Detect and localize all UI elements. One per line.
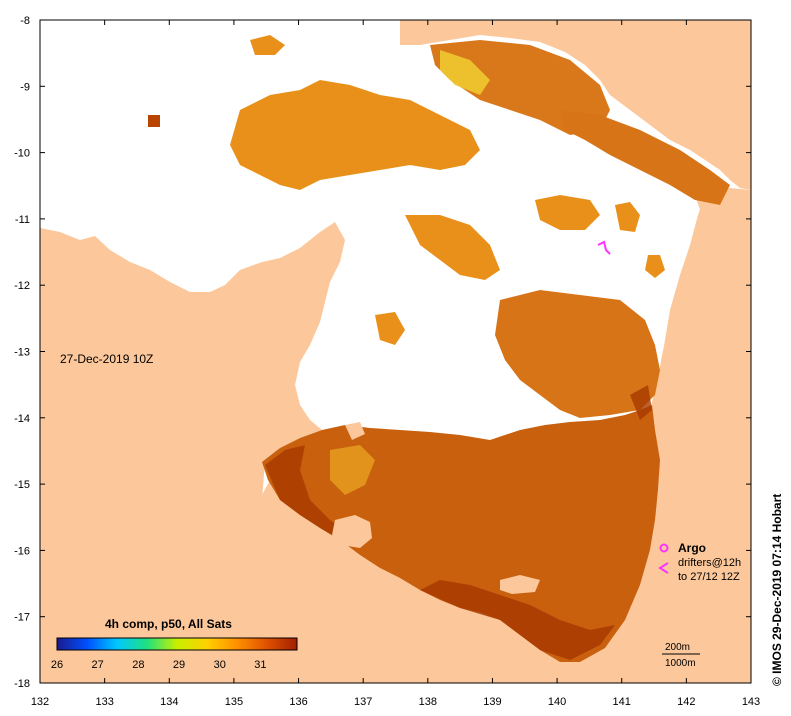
x-tick-label: 134 bbox=[160, 696, 178, 708]
sst-mid-patch-2 bbox=[535, 195, 600, 230]
sst-north-patch-1 bbox=[230, 80, 480, 190]
argo-label: Argo bbox=[678, 541, 706, 555]
x-tick-label: 139 bbox=[483, 696, 501, 708]
y-tick-label: -12 bbox=[14, 280, 30, 292]
x-tick-label: 143 bbox=[742, 696, 760, 708]
island-groote bbox=[332, 515, 372, 548]
x-tick-label: 138 bbox=[419, 696, 437, 708]
sst-gulf-hot-west bbox=[265, 445, 350, 540]
y-tick-label: -13 bbox=[14, 347, 30, 359]
sst-mid-patch-3 bbox=[615, 202, 640, 232]
y-tick-label: -10 bbox=[14, 148, 30, 160]
sst-gulf-hot-south bbox=[420, 580, 615, 660]
y-tick-label: -9 bbox=[20, 81, 30, 93]
y-tick-label: -11 bbox=[15, 214, 30, 226]
land-cape-york bbox=[580, 190, 751, 683]
colorbar-ticks: 26 27 28 29 30 31 bbox=[51, 659, 267, 671]
colorbar-tick-label: 28 bbox=[132, 659, 144, 671]
island-mornington bbox=[500, 575, 540, 594]
map-plot-area bbox=[40, 20, 751, 683]
drifters-line-1: drifters@12h bbox=[678, 557, 741, 569]
x-tick-label: 137 bbox=[354, 696, 372, 708]
sst-hot-east-edge bbox=[630, 385, 652, 420]
y-tick-label: -17 bbox=[14, 612, 30, 624]
drifter-track bbox=[597, 240, 611, 255]
sst-small-left bbox=[148, 115, 160, 127]
x-tick-label: 136 bbox=[289, 696, 307, 708]
colorbar-tick-label: 30 bbox=[214, 659, 226, 671]
scale-1000m: 1000m bbox=[665, 658, 696, 669]
land-arnhem bbox=[40, 222, 345, 500]
x-tick-label: 141 bbox=[613, 696, 631, 708]
x-tick-label: 142 bbox=[677, 696, 695, 708]
x-tick-label: 132 bbox=[31, 696, 49, 708]
argo-marker-icon bbox=[659, 543, 669, 553]
y-tick-label: -14 bbox=[14, 413, 30, 425]
colorbar-bar bbox=[56, 637, 298, 651]
sst-mid-patch-4 bbox=[645, 255, 665, 278]
land-nt-south bbox=[40, 188, 751, 683]
colorbar-tick-label: 27 bbox=[92, 659, 104, 671]
float-legend: Argo drifters@12h to 27/12 12Z bbox=[658, 541, 741, 583]
sst-north-patch-2 bbox=[250, 35, 285, 55]
y-axis: -8 -9 -10 -11 -12 -13 -14 -15 -16 -17 -18 bbox=[14, 15, 751, 690]
x-tick-label: 140 bbox=[548, 696, 566, 708]
sst-mid-patch-5 bbox=[375, 312, 405, 345]
y-tick-label: -16 bbox=[14, 545, 30, 557]
colorbar-title: 4h comp, p50, All Sats bbox=[105, 617, 232, 631]
land-new-guinea bbox=[400, 20, 751, 190]
sst-gulf-east-band bbox=[495, 290, 660, 418]
sst-mid-patch-1 bbox=[405, 215, 500, 280]
colorbar-tick-label: 31 bbox=[254, 659, 266, 671]
drifters-line-2: to 27/12 12Z bbox=[678, 571, 740, 583]
scale-200m: 200m bbox=[665, 642, 690, 653]
sst-north-patch-4 bbox=[560, 110, 730, 205]
colorbar-tick-label: 29 bbox=[173, 659, 185, 671]
y-tick-label: -18 bbox=[14, 678, 30, 690]
island-small bbox=[345, 422, 365, 440]
y-tick-label: -15 bbox=[14, 479, 30, 491]
y-tick-label: -8 bbox=[20, 15, 30, 27]
x-tick-label: 133 bbox=[95, 696, 113, 708]
x-tick-label: 135 bbox=[225, 696, 243, 708]
sst-yellow-streak bbox=[440, 50, 490, 95]
date-label: 27-Dec-2019 10Z bbox=[60, 352, 153, 366]
colorbar-tick-label: 26 bbox=[51, 659, 63, 671]
drifter-marker-icon bbox=[658, 562, 669, 574]
credit-text: © IMOS 29-Dec-2019 07:14 Hobart bbox=[770, 494, 784, 686]
colorbar: 4h comp, p50, All Sats 26 27 28 29 30 31 bbox=[51, 617, 298, 671]
sst-gulf-cool bbox=[330, 445, 375, 495]
x-axis: 132 133 134 135 136 137 138 139 140 141 142 143 bbox=[31, 20, 760, 708]
scale-bars: 200m 1000m bbox=[662, 642, 700, 669]
